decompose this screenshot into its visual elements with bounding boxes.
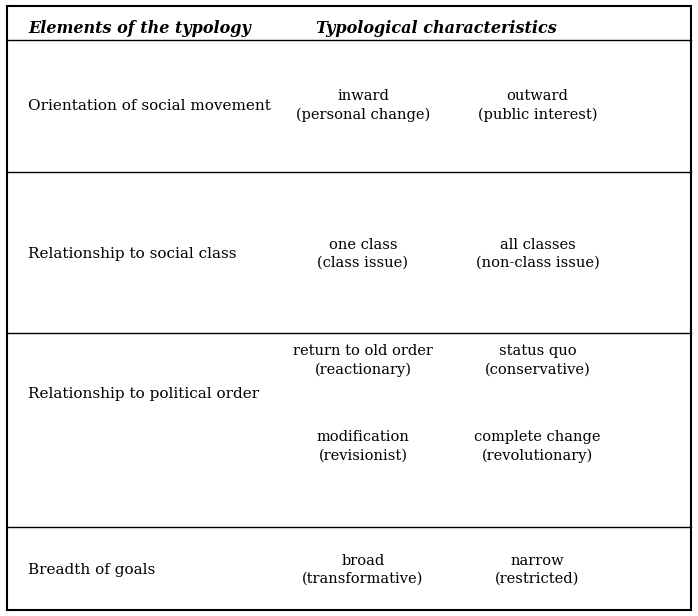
Text: all classes
(non-class issue): all classes (non-class issue) xyxy=(475,238,600,270)
Text: Relationship to social class: Relationship to social class xyxy=(28,247,237,261)
Text: Typological characteristics: Typological characteristics xyxy=(316,20,556,37)
Text: return to old order
(reactionary): return to old order (reactionary) xyxy=(293,344,433,377)
Text: Orientation of social movement: Orientation of social movement xyxy=(28,99,271,113)
Text: complete change
(revolutionary): complete change (revolutionary) xyxy=(474,430,601,463)
Text: modification
(revisionist): modification (revisionist) xyxy=(316,431,410,463)
Text: Elements of the typology: Elements of the typology xyxy=(28,20,251,37)
Text: status quo
(conservative): status quo (conservative) xyxy=(484,344,591,376)
Text: broad
(transformative): broad (transformative) xyxy=(302,554,424,586)
Text: Breadth of goals: Breadth of goals xyxy=(28,563,155,577)
Text: one class
(class issue): one class (class issue) xyxy=(318,238,408,270)
Text: Relationship to political order: Relationship to political order xyxy=(28,387,259,401)
Text: outward
(public interest): outward (public interest) xyxy=(477,89,597,123)
Text: narrow
(restricted): narrow (restricted) xyxy=(496,554,579,586)
Text: inward
(personal change): inward (personal change) xyxy=(296,89,430,123)
